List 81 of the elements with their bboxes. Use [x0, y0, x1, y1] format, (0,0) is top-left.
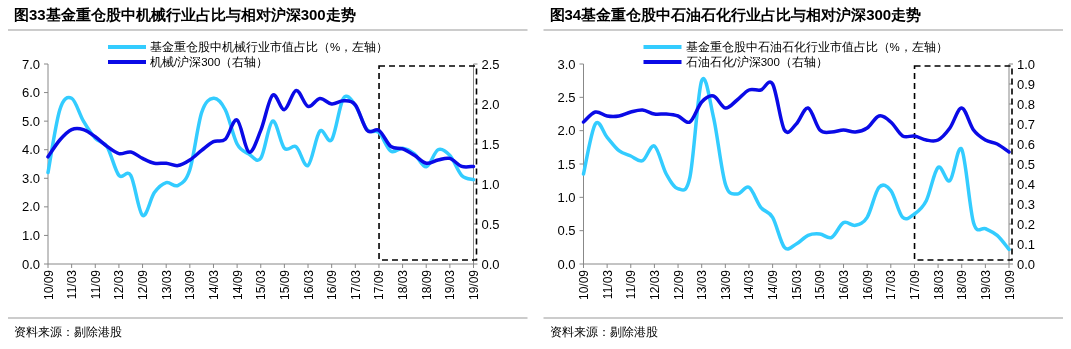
x-tick-label: 12/03	[112, 269, 127, 301]
legend-label: 基金重仓股中石油石化行业市值占比（%，左轴）	[685, 40, 948, 54]
line-series	[581, 77, 1011, 252]
chart-title: 图34基金重仓股中石油石化行业占比与相对沪深300走势	[549, 6, 922, 23]
x-tick-label: 19/03	[443, 269, 458, 301]
y2-tick-label: 0.0	[1017, 256, 1036, 272]
legend-label: 机械/沪深300（右轴）	[150, 55, 269, 69]
y2-tick-label: 1.0	[1017, 56, 1036, 72]
x-tick-label: 15/09	[813, 269, 828, 301]
x-tick-label: 18/03	[931, 269, 946, 301]
x-tick-label: 19/09	[467, 269, 481, 301]
x-tick-label: 16/09	[325, 269, 340, 301]
x-tick-label: 15/09	[277, 269, 292, 301]
chart-title: 图33基金重仓股中机械行业占比与相对沪深300走势	[14, 6, 356, 23]
y-tick-label: 3.0	[557, 56, 576, 72]
x-tick-label: 11/09	[88, 269, 103, 300]
text: 资料来源：剔除港股	[549, 325, 658, 339]
y-tick-label: 6.0	[21, 85, 40, 101]
x-tick-label: 12/09	[671, 269, 686, 301]
x-tick-label: 11/03	[600, 269, 615, 300]
legend-label: 石油石化/沪深300（右轴）	[685, 55, 828, 69]
y-tick-label: 0.0	[557, 256, 576, 272]
x-tick-label: 15/03	[254, 269, 269, 301]
x-tick-label: 13/03	[159, 269, 174, 301]
y-tick-label: 5.0	[21, 113, 40, 129]
x-tick-label: 18/09	[955, 269, 970, 301]
y-tick-label: 2.0	[21, 199, 40, 215]
y2-tick-label: 1.0	[481, 176, 500, 192]
line-series	[581, 81, 1011, 154]
y2-tick-label: 0.5	[1017, 156, 1036, 172]
y2-tick-label: 0.6	[1017, 136, 1036, 152]
legend-label: 基金重仓股中机械行业市值占比（%，左轴）	[150, 40, 389, 54]
x-tick-label: 16/03	[837, 269, 852, 301]
y-tick-label: 2.5	[557, 89, 576, 105]
x-tick-label: 14/03	[206, 269, 221, 301]
y-tick-label: 0.0	[21, 256, 40, 272]
y2-tick-label: 2.5	[481, 56, 500, 72]
x-tick-label: 12/03	[647, 269, 662, 301]
y-tick-label: 4.0	[21, 142, 40, 158]
x-tick-label: 16/03	[301, 269, 316, 301]
x-tick-label: 17/03	[348, 269, 363, 301]
x-tick-label: 14/09	[230, 269, 245, 301]
y2-tick-label: 0.7	[1017, 116, 1036, 132]
x-tick-label: 11/03	[65, 269, 80, 300]
x-tick-label: 19/03	[978, 269, 993, 301]
y-tick-label: 2.0	[557, 123, 576, 139]
x-tick-label: 14/09	[766, 269, 781, 301]
x-tick-label: 10/09	[577, 269, 591, 301]
y2-tick-label: 1.5	[481, 136, 500, 152]
y2-tick-label: 0.3	[1017, 196, 1036, 212]
x-tick-label: 18/03	[396, 269, 411, 301]
y-tick-label: 0.5	[557, 223, 576, 239]
x-tick-label: 10/09	[41, 269, 56, 301]
y-tick-label: 1.0	[557, 189, 576, 205]
y-tick-label: 1.5	[557, 156, 576, 172]
x-tick-label: 11/09	[624, 269, 639, 300]
x-tick-label: 16/09	[860, 269, 875, 301]
x-tick-label: 12/09	[136, 269, 151, 301]
y2-tick-label: 0.5	[481, 216, 500, 232]
y2-tick-label: 0.4	[1017, 176, 1036, 192]
x-tick-label: 19/09	[1002, 269, 1017, 301]
x-tick-label: 18/09	[419, 269, 434, 301]
x-tick-label: 17/09	[372, 269, 387, 301]
x-tick-label: 15/03	[789, 269, 804, 301]
y-tick-label: 7.0	[21, 56, 40, 72]
y-tick-label: 1.0	[21, 227, 40, 243]
text: 资料来源：剔除港股	[14, 325, 122, 339]
x-tick-label: 17/09	[907, 269, 922, 301]
y2-tick-label: 0.2	[1017, 216, 1036, 232]
x-tick-label: 13/03	[695, 269, 710, 301]
y2-tick-label: 0.8	[1017, 96, 1036, 112]
x-tick-label: 17/03	[884, 269, 899, 301]
y2-tick-label: 0.9	[1017, 76, 1036, 92]
y2-tick-label: 0.0	[481, 256, 500, 272]
x-tick-label: 13/09	[183, 269, 198, 301]
x-tick-label: 14/03	[742, 269, 757, 301]
y2-tick-label: 0.1	[1017, 236, 1036, 252]
line-series	[46, 88, 476, 169]
x-tick-label: 13/09	[718, 269, 733, 301]
y-tick-label: 3.0	[21, 170, 40, 186]
y2-tick-label: 2.0	[481, 96, 500, 112]
